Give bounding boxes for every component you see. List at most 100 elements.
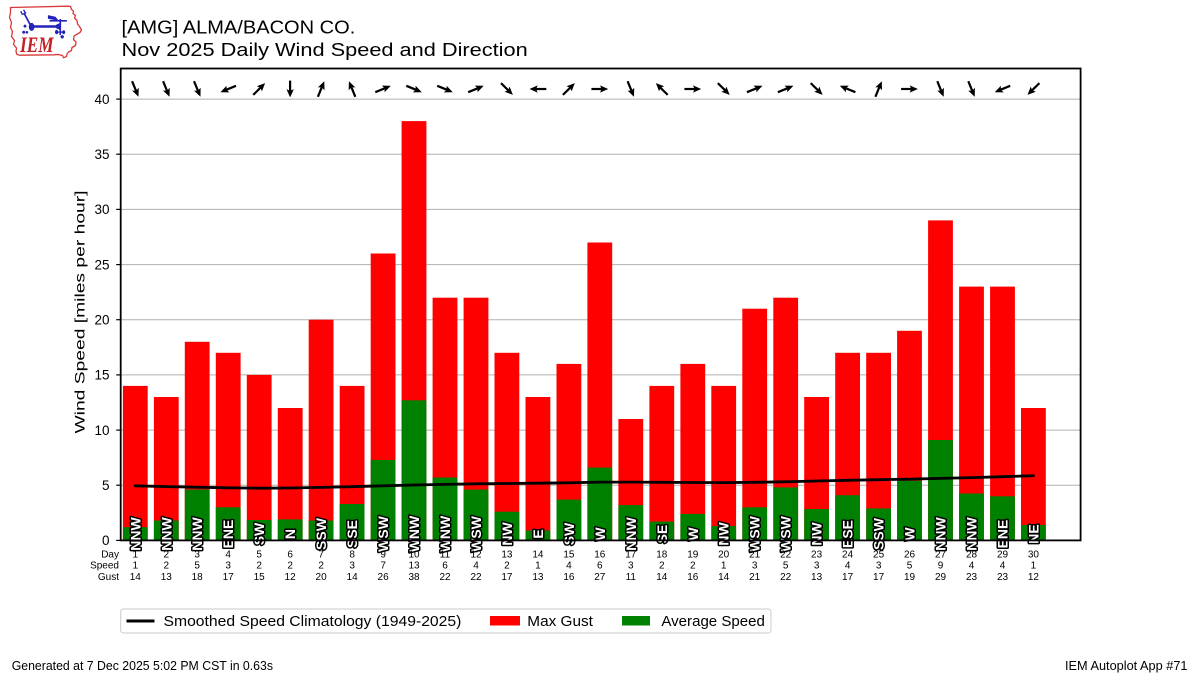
svg-text:7: 7	[380, 561, 386, 572]
svg-text:WNW: WNW	[406, 515, 422, 552]
svg-text:13: 13	[532, 572, 544, 583]
svg-text:16: 16	[594, 549, 606, 560]
svg-text:4: 4	[1000, 561, 1006, 572]
svg-text:40: 40	[94, 92, 109, 107]
svg-text:25: 25	[94, 257, 109, 272]
svg-text:SE: SE	[654, 525, 670, 544]
svg-text:N: N	[282, 529, 298, 539]
svg-text:NNW: NNW	[964, 516, 980, 550]
svg-text:14: 14	[532, 549, 544, 560]
svg-text:29: 29	[935, 572, 947, 583]
svg-text:NNW: NNW	[623, 516, 639, 550]
svg-text:3: 3	[752, 561, 758, 572]
svg-text:SSW: SSW	[871, 517, 887, 550]
svg-text:15: 15	[94, 368, 109, 383]
svg-text:16: 16	[563, 572, 575, 583]
svg-text:2: 2	[164, 549, 170, 560]
svg-text:3: 3	[814, 561, 820, 572]
svg-text:4: 4	[845, 561, 851, 572]
svg-text:NW: NW	[716, 522, 732, 546]
svg-text:27: 27	[594, 572, 606, 583]
svg-text:6: 6	[442, 561, 448, 572]
svg-text:14: 14	[718, 572, 730, 583]
svg-text:W: W	[902, 527, 918, 541]
svg-text:3: 3	[876, 561, 882, 572]
svg-text:Average Speed: Average Speed	[661, 614, 765, 630]
svg-text:23: 23	[966, 572, 978, 583]
svg-text:IEM Autoplot App #71: IEM Autoplot App #71	[1065, 658, 1188, 673]
svg-text:1: 1	[133, 549, 139, 560]
svg-text:2: 2	[504, 561, 510, 572]
svg-text:22: 22	[470, 572, 482, 583]
svg-text:35: 35	[94, 147, 109, 162]
svg-text:27: 27	[935, 549, 947, 560]
svg-text:0: 0	[102, 533, 110, 548]
svg-text:1: 1	[721, 561, 727, 572]
svg-text:5: 5	[256, 549, 262, 560]
svg-text:2: 2	[256, 561, 262, 572]
svg-text:3: 3	[628, 561, 634, 572]
svg-text:Day: Day	[101, 549, 119, 560]
svg-text:4: 4	[969, 561, 975, 572]
svg-text:15: 15	[563, 549, 575, 560]
svg-text:4: 4	[566, 561, 572, 572]
svg-text:Generated at 7 Dec 2025 5:02 P: Generated at 7 Dec 2025 5:02 PM CST in 0…	[12, 659, 273, 673]
svg-text:19: 19	[687, 549, 699, 560]
svg-text:NNW: NNW	[158, 516, 174, 550]
svg-text:ENE: ENE	[220, 520, 236, 549]
svg-text:11: 11	[626, 572, 637, 583]
svg-text:Max Gust: Max Gust	[527, 614, 593, 630]
svg-text:Wind Speed [miles per hour]: Wind Speed [miles per hour]	[72, 191, 88, 434]
svg-text:21: 21	[749, 549, 761, 560]
svg-text:W: W	[592, 527, 608, 541]
svg-text:7: 7	[318, 549, 324, 560]
svg-text:23: 23	[997, 572, 1009, 583]
svg-text:3: 3	[349, 561, 355, 572]
svg-text:11: 11	[440, 549, 451, 560]
svg-text:SW: SW	[251, 522, 267, 545]
svg-text:4: 4	[473, 561, 479, 572]
svg-text:ESE: ESE	[840, 520, 856, 548]
svg-text:WNW: WNW	[437, 515, 453, 552]
svg-text:14: 14	[656, 572, 668, 583]
svg-text:22: 22	[439, 572, 451, 583]
svg-text:15: 15	[254, 572, 266, 583]
svg-text:5: 5	[783, 561, 789, 572]
svg-text:2: 2	[287, 561, 293, 572]
svg-text:6: 6	[287, 549, 293, 560]
svg-text:1: 1	[535, 561, 541, 572]
svg-text:5: 5	[102, 478, 110, 493]
svg-text:18: 18	[656, 549, 668, 560]
svg-text:NW: NW	[499, 522, 515, 546]
svg-text:NNW: NNW	[933, 516, 949, 550]
svg-text:2: 2	[690, 561, 696, 572]
svg-text:10: 10	[94, 423, 109, 438]
svg-text:10: 10	[408, 549, 420, 560]
svg-text:WSW: WSW	[468, 515, 484, 552]
svg-text:12: 12	[285, 572, 297, 583]
svg-text:3: 3	[194, 549, 200, 560]
svg-text:20: 20	[718, 549, 730, 560]
svg-text:18: 18	[192, 572, 204, 583]
svg-text:20: 20	[94, 313, 109, 328]
svg-text:1: 1	[1031, 561, 1037, 572]
svg-text:5: 5	[194, 561, 200, 572]
svg-text:WSW: WSW	[375, 515, 391, 552]
svg-text:Speed: Speed	[90, 561, 119, 572]
svg-text:Nov 2025 Daily Wind Speed and: Nov 2025 Daily Wind Speed and Direction	[122, 40, 528, 60]
svg-text:25: 25	[873, 549, 885, 560]
svg-text:NW: NW	[809, 522, 825, 546]
svg-text:13: 13	[811, 572, 823, 583]
svg-text:9: 9	[380, 549, 386, 560]
svg-text:Gust: Gust	[98, 572, 119, 583]
svg-text:2: 2	[659, 561, 665, 572]
svg-text:22: 22	[780, 549, 792, 560]
svg-text:W: W	[685, 527, 701, 541]
svg-text:17: 17	[501, 572, 513, 583]
svg-text:12: 12	[1028, 572, 1040, 583]
svg-text:12: 12	[470, 549, 482, 560]
svg-text:17: 17	[842, 572, 854, 583]
svg-text:NNW: NNW	[127, 516, 143, 550]
svg-text:14: 14	[130, 572, 142, 583]
svg-text:2: 2	[164, 561, 170, 572]
